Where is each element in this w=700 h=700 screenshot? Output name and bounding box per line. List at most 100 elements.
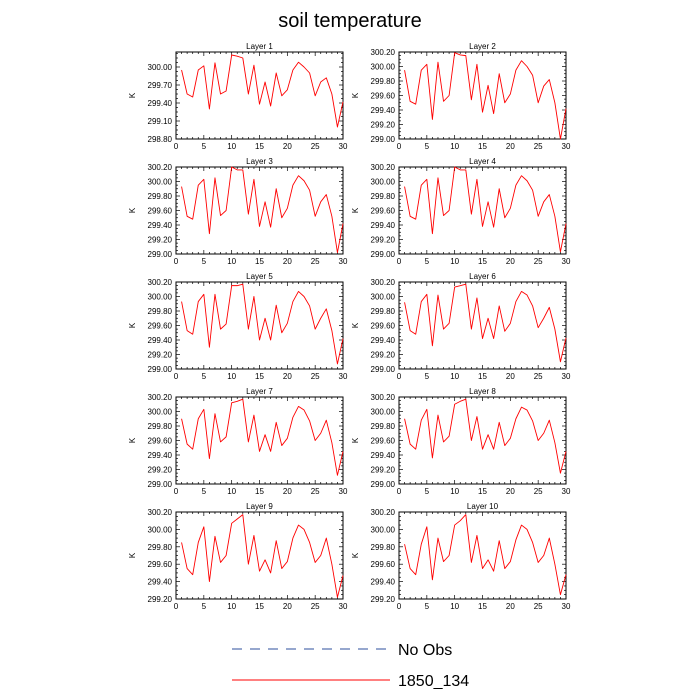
panel-6: Layer 6 K 0 5 10 15 20 25 30 299.00 299.20 299.40 29… [351, 272, 571, 381]
x-tick-label: 20 [283, 142, 292, 151]
x-tick-label: 5 [425, 257, 430, 266]
x-tick-label: 10 [227, 142, 236, 151]
plot-frame [175, 51, 344, 140]
y-tick-label: 299.60 [148, 560, 173, 569]
x-tick-label: 15 [255, 257, 264, 266]
x-tick-label: 30 [339, 372, 348, 381]
y-tick-label: 299.10 [148, 117, 173, 126]
plot-frame [175, 396, 344, 485]
panel-title: Layer 9 [246, 502, 273, 511]
y-tick-label: 299.20 [148, 466, 173, 475]
y-tick-label: 299.40 [371, 106, 396, 115]
y-axis-label: K [128, 207, 137, 213]
x-tick-label: 25 [534, 142, 543, 151]
y-tick-label: 300.20 [148, 163, 173, 172]
panel-8: Layer 8 K 0 5 10 15 20 25 30 299.00 299.20 299.40 29… [351, 387, 571, 496]
y-tick-label: 299.60 [371, 92, 396, 101]
y-tick-label: 300.20 [371, 393, 396, 402]
x-tick-label: 10 [450, 602, 459, 611]
y-tick-label: 300.20 [148, 278, 173, 287]
y-axis-label: K [351, 207, 360, 213]
y-tick-label: 299.80 [371, 422, 396, 431]
x-tick-label: 0 [174, 487, 179, 496]
x-tick-label: 25 [311, 602, 320, 611]
y-tick-label: 299.80 [371, 307, 396, 316]
series-line-1850-134 [404, 514, 567, 596]
panel-title: Layer 6 [469, 272, 496, 281]
y-tick-label: 299.60 [148, 437, 173, 446]
y-axis-label: K [351, 552, 360, 558]
x-tick-label: 30 [562, 602, 571, 611]
x-tick-label: 5 [202, 372, 207, 381]
y-tick-label: 300.00 [371, 63, 396, 72]
x-tick-label: 20 [506, 372, 515, 381]
y-axis-label: K [351, 437, 360, 443]
y-tick-label: 299.40 [148, 451, 173, 460]
x-tick-label: 25 [534, 602, 543, 611]
y-tick-label: 299.80 [371, 543, 396, 552]
x-tick-label: 15 [255, 372, 264, 381]
y-tick-label: 300.00 [148, 293, 173, 302]
x-tick-label: 10 [227, 487, 236, 496]
x-tick-label: 20 [283, 602, 292, 611]
y-tick-label: 299.20 [148, 595, 173, 604]
y-axis-label: K [351, 322, 360, 328]
y-tick-label: 300.20 [371, 278, 396, 287]
y-tick-label: 298.80 [148, 135, 173, 144]
x-tick-label: 15 [478, 257, 487, 266]
x-tick-label: 20 [506, 487, 515, 496]
y-tick-label: 299.60 [371, 322, 396, 331]
y-tick-label: 299.40 [371, 451, 396, 460]
x-tick-label: 15 [478, 602, 487, 611]
y-tick-label: 299.60 [148, 322, 173, 331]
y-tick-label: 299.20 [371, 466, 396, 475]
y-tick-label: 299.80 [148, 307, 173, 316]
x-tick-label: 5 [202, 487, 207, 496]
panel-title: Layer 3 [246, 157, 273, 166]
y-tick-label: 299.00 [371, 480, 396, 489]
y-tick-label: 300.00 [148, 63, 173, 72]
y-tick-label: 299.00 [148, 480, 173, 489]
y-tick-label: 299.20 [371, 236, 396, 245]
x-tick-label: 5 [202, 257, 207, 266]
x-tick-label: 10 [227, 257, 236, 266]
y-tick-label: 299.80 [371, 77, 396, 86]
x-tick-label: 20 [283, 257, 292, 266]
y-tick-label: 300.00 [371, 408, 396, 417]
y-tick-label: 300.20 [371, 48, 396, 57]
series-line-1850-134 [181, 514, 344, 598]
series-line-1850-134 [181, 166, 344, 254]
y-tick-label: 299.40 [148, 336, 173, 345]
y-tick-label: 300.00 [371, 525, 396, 534]
y-tick-label: 300.00 [371, 293, 396, 302]
x-tick-label: 15 [255, 602, 264, 611]
y-tick-label: 299.40 [371, 336, 396, 345]
x-tick-label: 15 [255, 142, 264, 151]
x-tick-label: 5 [425, 142, 430, 151]
x-tick-label: 0 [397, 372, 402, 381]
x-tick-label: 15 [255, 487, 264, 496]
x-tick-label: 25 [534, 372, 543, 381]
x-tick-label: 15 [478, 487, 487, 496]
y-tick-label: 299.40 [148, 221, 173, 230]
x-tick-label: 0 [397, 142, 402, 151]
y-tick-label: 299.00 [371, 135, 396, 144]
panel-7: Layer 7 K 0 5 10 15 20 25 30 299.00 299.20 299.40 29… [128, 387, 348, 496]
y-tick-label: 300.00 [148, 408, 173, 417]
x-tick-label: 10 [227, 602, 236, 611]
x-tick-label: 10 [227, 372, 236, 381]
legend-model-label: 1850_134 [398, 673, 469, 690]
x-tick-label: 20 [506, 142, 515, 151]
panel-4: Layer 4 K 0 5 10 15 20 25 30 299.00 299.20 299.40 29… [351, 157, 571, 266]
y-tick-label: 299.20 [148, 236, 173, 245]
y-tick-label: 299.60 [371, 560, 396, 569]
x-tick-label: 30 [339, 602, 348, 611]
y-tick-label: 299.40 [371, 221, 396, 230]
series-line-1850-134 [404, 52, 567, 140]
x-tick-label: 0 [397, 257, 402, 266]
legend-obs-label: No Obs [398, 642, 452, 659]
x-tick-label: 0 [397, 487, 402, 496]
x-tick-label: 15 [478, 372, 487, 381]
x-tick-label: 5 [425, 487, 430, 496]
